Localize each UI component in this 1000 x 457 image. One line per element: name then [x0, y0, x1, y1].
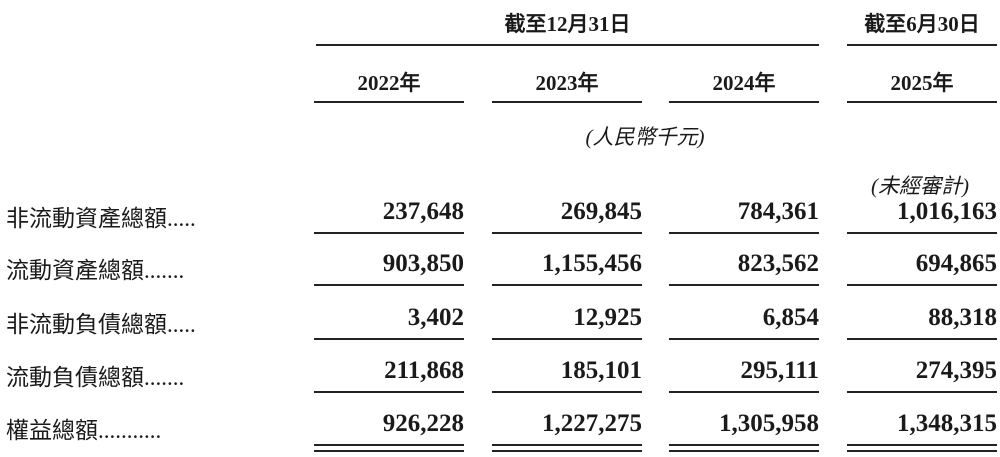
- header-rule: [316, 44, 819, 46]
- cell-rule: [847, 391, 997, 393]
- cell-rule: [492, 450, 642, 452]
- year-rule: [492, 101, 642, 103]
- year-header: 2024年: [712, 71, 776, 95]
- year-rule: [669, 101, 819, 103]
- cell-rule: [669, 232, 819, 234]
- cell-rule: [492, 391, 642, 393]
- cell-value: 926,228: [382, 410, 464, 437]
- cell-rule: [847, 444, 997, 446]
- cell-value: 295,111: [740, 357, 820, 384]
- cell-rule: [314, 450, 464, 452]
- cell-value: 274,395: [915, 357, 997, 384]
- cell-value: 694,865: [915, 250, 997, 277]
- cell-rule: [314, 391, 464, 393]
- cell-rule: [669, 284, 819, 286]
- year-header: 2023年: [535, 71, 599, 95]
- cell-value: 1,227,275: [542, 410, 642, 437]
- cell-value: 1,348,315: [897, 410, 997, 437]
- cell-rule: [314, 444, 464, 446]
- cell-rule: [492, 284, 642, 286]
- year-rule: [847, 101, 997, 103]
- cell-rule: [669, 391, 819, 393]
- cell-rule: [669, 444, 819, 446]
- cell-value: 269,845: [560, 198, 642, 225]
- cell-value: 784,361: [737, 198, 819, 225]
- cell-value: 6,854: [762, 304, 819, 331]
- row-label: 流動負債總額.......: [6, 365, 185, 390]
- cell-rule: [847, 232, 997, 234]
- cell-value: 88,318: [928, 304, 997, 331]
- header-group-dec31: 截至12月31日: [504, 12, 631, 36]
- cell-rule: [492, 232, 642, 234]
- year-header: 2025年: [890, 71, 954, 95]
- cell-rule: [314, 284, 464, 286]
- header-group-jun30: 截至6月30日: [864, 12, 980, 36]
- cell-rule: [847, 450, 997, 452]
- cell-rule: [669, 338, 819, 340]
- cell-rule: [314, 338, 464, 340]
- unit-note: (人民幣千元): [585, 125, 705, 149]
- row-label: 流動資產總額.......: [6, 258, 185, 283]
- cell-value: 903,850: [382, 250, 464, 277]
- cell-value: 1,016,163: [897, 198, 997, 225]
- cell-rule: [492, 444, 642, 446]
- cell-value: 823,562: [737, 250, 819, 277]
- year-rule: [314, 101, 464, 103]
- year-header: 2022年: [357, 71, 421, 95]
- header-rule: [847, 44, 997, 46]
- row-label: 權益總額...........: [6, 418, 162, 443]
- cell-rule: [314, 232, 464, 234]
- cell-value: 211,868: [384, 357, 464, 384]
- cell-rule: [847, 338, 997, 340]
- cell-value: 12,925: [573, 304, 642, 331]
- cell-rule: [492, 338, 642, 340]
- cell-value: 1,305,958: [719, 410, 819, 437]
- cell-value: 237,648: [382, 198, 464, 225]
- row-label: 非流動資產總額.....: [6, 206, 196, 231]
- cell-value: 3,402: [407, 304, 464, 331]
- cell-value: 185,101: [560, 357, 642, 384]
- unaudited-note: (未經審計): [871, 174, 969, 198]
- cell-rule: [669, 450, 819, 452]
- cell-value: 1,155,456: [542, 250, 642, 277]
- cell-rule: [847, 284, 997, 286]
- row-label: 非流動負債總額.....: [6, 312, 196, 337]
